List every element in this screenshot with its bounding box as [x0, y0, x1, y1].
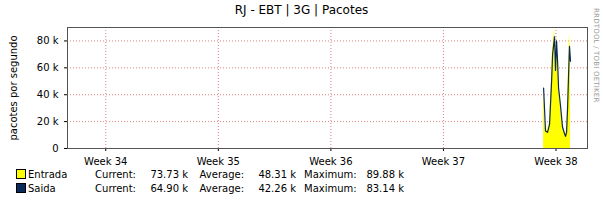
- svg-text:Week 37: Week 37: [422, 156, 465, 166]
- svg-text:60 k: 60 k: [37, 62, 59, 73]
- html-text:Maximum:: Maximum:: [304, 183, 357, 194]
- html-text:48.31 k: 48.31 k: [258, 169, 296, 180]
- html-text:Entrada: Entrada: [28, 169, 68, 180]
- svg-text:Week 35: Week 35: [197, 156, 240, 166]
- svg-text:20 k: 20 k: [37, 116, 59, 127]
- html-text:Saida: Saida: [28, 183, 56, 194]
- svg-text:Week 34: Week 34: [84, 156, 127, 166]
- svg-text:Week 36: Week 36: [309, 156, 352, 166]
- html-text:Maximum:: Maximum:: [304, 169, 357, 180]
- html-text:RRDTOOL / TOBI OETIKER: RRDTOOL / TOBI OETIKER: [592, 8, 600, 103]
- html-text:Average:: Average:: [199, 169, 244, 180]
- html-text:Current:: Current:: [95, 169, 136, 180]
- svg-text:40 k: 40 k: [37, 89, 59, 100]
- html-text:89.88 k: 89.88 k: [366, 169, 404, 180]
- html-text:73.73 k: 73.73 k: [150, 169, 188, 180]
- html-text:83.14 k: 83.14 k: [366, 183, 404, 194]
- svg-text:Week 38: Week 38: [534, 156, 577, 166]
- html-text:42.26 k: 42.26 k: [258, 183, 296, 194]
- html-text:64.90 k: 64.90 k: [150, 183, 188, 194]
- svg-text:pacotes por segundo: pacotes por segundo: [8, 35, 19, 140]
- svg-text:0: 0: [52, 143, 58, 154]
- html-text:Average:: Average:: [199, 183, 244, 194]
- html-text:RJ - EBT | 3G | Pacotes: RJ - EBT | 3G | Pacotes: [234, 3, 369, 17]
- svg-text:80 k: 80 k: [37, 35, 59, 46]
- html-text:Current:: Current:: [95, 183, 136, 194]
